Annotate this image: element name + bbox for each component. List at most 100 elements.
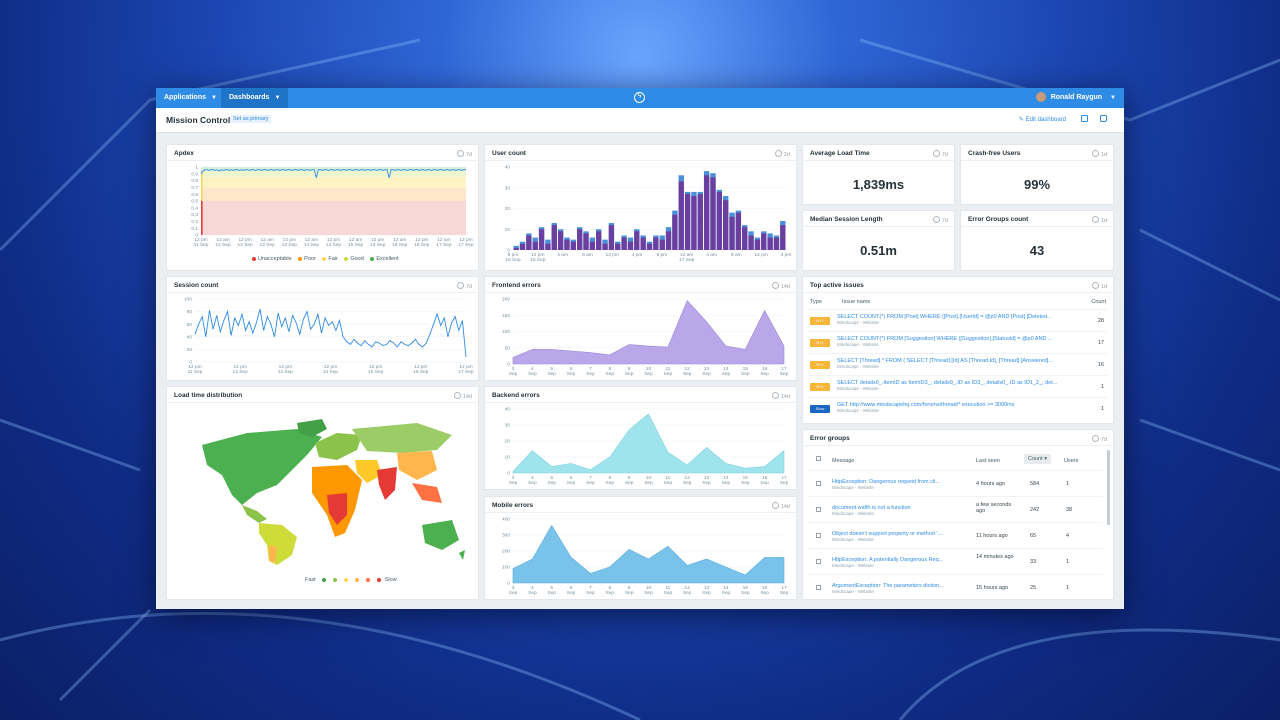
x-tick-label: 17 Sep [458,242,474,248]
range-badge[interactable]: 7d [456,282,472,290]
x-tick-label: 12 am [680,252,693,258]
range-badge[interactable]: 7d [932,150,948,158]
legend-swatch [344,577,349,582]
x-tick-label: 16 Sep [414,242,430,248]
x-tick-label: 7 [589,585,592,591]
range-label: 1d [1100,284,1107,290]
x-tick-label: Sep [741,590,750,596]
x-tick-label: Sep [528,480,537,486]
map-greenland[interactable] [297,419,327,437]
legend-item: Unacceptable [258,256,292,262]
row-checkbox[interactable] [816,533,821,538]
error-row[interactable]: Object doesn't support property or metho… [808,522,1103,549]
legend-swatch [355,577,360,582]
map-north-america[interactable] [202,429,322,505]
panel-title: Error Groups count [968,216,1029,223]
user-menu[interactable]: Ronald Raygun ▼ [1035,88,1116,108]
panel-title: Session count [174,282,219,289]
range-badge[interactable]: 14d [771,282,790,290]
error-row[interactable]: HttpException: A potentially Dangerous R… [808,548,1103,575]
panel-title: Average Load Time [810,150,870,157]
y-tick-label: 1 [195,165,198,171]
y-tick-label: 0.5 [191,199,198,205]
user-bar [672,214,678,250]
range-badge[interactable]: 7d [1091,435,1107,443]
user-bar [729,216,735,250]
range-badge[interactable]: 14d [771,392,790,400]
x-tick-label: 10 [646,475,652,481]
range-badge[interactable]: 2d [774,150,790,158]
issue-cell: SELECT COUNT(*) FROM [Suggestion] WHERE … [837,336,1086,347]
x-tick-label: 12 pm [414,364,427,370]
map-australia[interactable] [422,520,459,550]
select-all-checkbox[interactable] [816,456,821,461]
range-badge[interactable]: 7d [456,150,472,158]
map-russia[interactable] [352,423,452,453]
clock-icon [932,150,940,157]
user-bar [634,231,640,250]
set-primary-button[interactable]: Set as primary [230,115,272,123]
user-bar [735,212,742,250]
map-india[interactable] [377,467,397,500]
user-bar [684,193,691,250]
raygun-logo-icon[interactable]: ϟ [634,92,645,103]
user-bar [761,233,767,250]
issue-row[interactable]: Slow GET http://www.mindscapehq.com/foru… [808,397,1108,420]
fullscreen-icon[interactable] [1100,115,1107,122]
y-tick-label: 20 [187,347,193,353]
apdex-band [201,177,466,188]
map-south-america[interactable] [259,523,297,565]
scrollbar[interactable] [1107,450,1110,525]
x-tick-label: 10 [646,585,652,591]
range-badge[interactable]: 1d [1091,282,1107,290]
map-middle-east[interactable] [355,460,382,483]
edit-dashboard-button[interactable]: ✎ Edit dashboard [1019,116,1066,123]
y-tick-label: 0.3 [191,212,198,218]
world-map[interactable] [187,415,467,565]
map-central-america[interactable] [242,505,267,523]
error-count: 33 [1030,559,1037,565]
copy-icon[interactable] [1081,115,1088,122]
issue-row[interactable]: N+1 SELECT details0_.ItemID as ItemID3_,… [808,375,1108,398]
map-china[interactable] [397,451,437,480]
error-row[interactable]: ArgumentException: The parameters dictio… [808,574,1103,599]
range-badge[interactable]: 14d [453,392,472,400]
issue-row[interactable]: N+1 SELECT COUNT(*) FROM [Post] WHERE ([… [808,309,1108,332]
user-bar [596,231,602,250]
x-tick-label: 11 [665,366,670,372]
map-new-zealand[interactable] [459,550,465,560]
issue-row[interactable]: N+1 SELECT COUNT(*) FROM [Suggestion] WH… [808,331,1108,354]
range-badge[interactable]: 7d [932,216,948,224]
range-badge[interactable]: 1d [1091,216,1107,224]
range-label: 14d [462,394,472,400]
map-central-africa[interactable] [327,493,347,525]
applications-menu[interactable]: Applications ▼ [156,88,225,108]
x-tick-label: 12 pm [188,364,201,370]
map-europe[interactable] [315,433,362,460]
error-row[interactable]: HttpException: Dangerous request from cl… [808,470,1103,497]
issue-cell: SELECT [Thread].* FROM ( SELECT [Thread]… [837,358,1086,369]
issue-cell: GET http://www.mindscapehq.com/forums/th… [837,402,1086,413]
row-checkbox[interactable] [816,585,821,590]
range-badge[interactable]: 1d [1091,150,1107,158]
x-tick-label: Sep [722,480,731,486]
user-bar [754,239,761,250]
range-badge[interactable]: 14d [771,502,790,510]
map-south-america-south[interactable] [269,545,277,563]
row-checkbox[interactable] [816,507,821,512]
x-tick-label: 8 [608,585,611,591]
map-southeast-asia[interactable] [412,483,442,503]
legend-item: Excellent [376,256,399,262]
issue-row[interactable]: N+1 SELECT [Thread].* FROM ( SELECT [Thr… [808,353,1108,376]
row-checkbox[interactable] [816,481,821,486]
col-count[interactable]: Count ▾ [1024,454,1051,464]
y-tick-label: 30 [505,185,511,191]
error-row[interactable]: document.width is not a function Mindscap… [808,496,1103,523]
y-tick-label: 100 [184,297,192,303]
row-checkbox[interactable] [816,559,821,564]
x-tick-label: 15 [743,475,749,481]
range-label: 1d [1100,152,1107,158]
y-tick-label: 50 [505,345,511,351]
dashboards-menu[interactable]: Dashboards ▼ [221,88,289,108]
legend-swatch [322,256,327,261]
